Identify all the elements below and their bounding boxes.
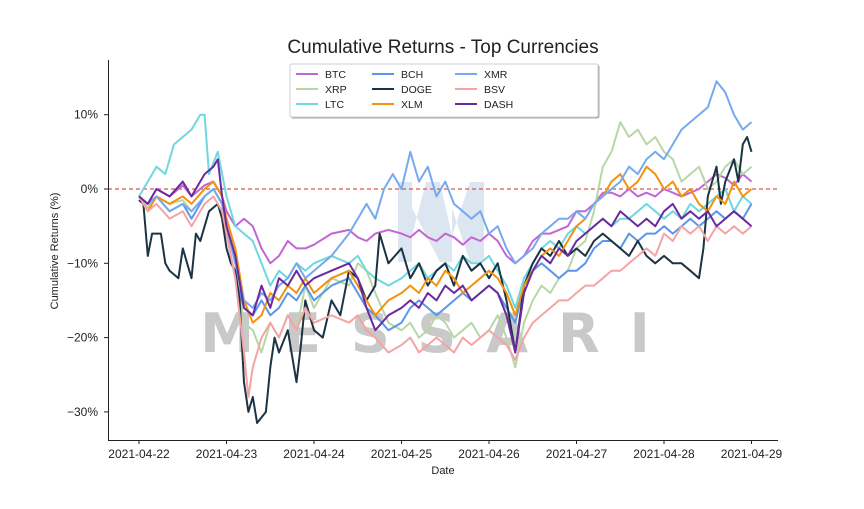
chart-title: Cumulative Returns - Top Currencies bbox=[287, 37, 598, 58]
series-line-ltc bbox=[138, 113, 753, 309]
legend-label: BTC bbox=[325, 69, 346, 81]
legend-item-bsv: BSV bbox=[455, 84, 505, 96]
legend-label: BCH bbox=[401, 69, 423, 81]
series-layer bbox=[138, 80, 753, 424]
x-tick-label: 2021-04-27 bbox=[546, 447, 608, 461]
y-tick-label: −20% bbox=[67, 331, 98, 345]
legend-item-dash: DASH bbox=[455, 99, 513, 111]
legend-box bbox=[289, 63, 599, 118]
axes bbox=[108, 60, 778, 441]
series-line-dash bbox=[138, 158, 753, 354]
x-tick-label: 2021-04-24 bbox=[283, 447, 345, 461]
legend-label: DASH bbox=[484, 99, 513, 111]
legend-label: LTC bbox=[325, 99, 344, 111]
legend-item-bch: BCH bbox=[372, 69, 423, 81]
x-tick-label: 2021-04-22 bbox=[108, 447, 170, 461]
legend-label: XMR bbox=[484, 69, 508, 81]
x-tick-label: 2021-04-29 bbox=[721, 447, 783, 461]
y-tick-label: 10% bbox=[74, 108, 98, 122]
series-line-doge bbox=[138, 136, 753, 424]
y-tick-label: −30% bbox=[67, 405, 98, 419]
legend-item-xmr: XMR bbox=[455, 69, 508, 81]
y-tick-label: −10% bbox=[67, 256, 98, 270]
legend-item-btc: BTC bbox=[296, 69, 346, 81]
y-tick-label: 0% bbox=[81, 182, 99, 196]
legend-label: BSV bbox=[484, 84, 505, 96]
x-axis-label: Date bbox=[431, 465, 454, 477]
series-line-xrp bbox=[138, 121, 753, 369]
x-tick-label: 2021-04-28 bbox=[633, 447, 695, 461]
y-axis-label: Cumulative Returns (%) bbox=[49, 193, 61, 310]
legend-label: DOGE bbox=[401, 84, 432, 96]
legend-item-xlm: XLM bbox=[372, 99, 423, 111]
legend-label: XLM bbox=[401, 99, 423, 111]
x-tick-label: 2021-04-25 bbox=[371, 447, 433, 461]
legend-label: XRP bbox=[325, 84, 347, 96]
tick-labels: 2021-04-22 2021-04-23 2021-04-24 2021-04-25… bbox=[67, 108, 783, 461]
series-line-bsv bbox=[138, 195, 753, 398]
legend: BTC XRP LTC BCH DOGE XLM XMR BSV DASH bbox=[289, 63, 599, 118]
legend-item-ltc: LTC bbox=[296, 99, 344, 111]
x-tick-label: 2021-04-23 bbox=[196, 447, 258, 461]
x-tick-label: 2021-04-26 bbox=[458, 447, 520, 461]
series-line-btc bbox=[138, 173, 753, 265]
series-line-xmr bbox=[138, 80, 753, 309]
legend-item-doge: DOGE bbox=[372, 84, 432, 96]
legend-item-xrp: XRP bbox=[296, 84, 347, 96]
